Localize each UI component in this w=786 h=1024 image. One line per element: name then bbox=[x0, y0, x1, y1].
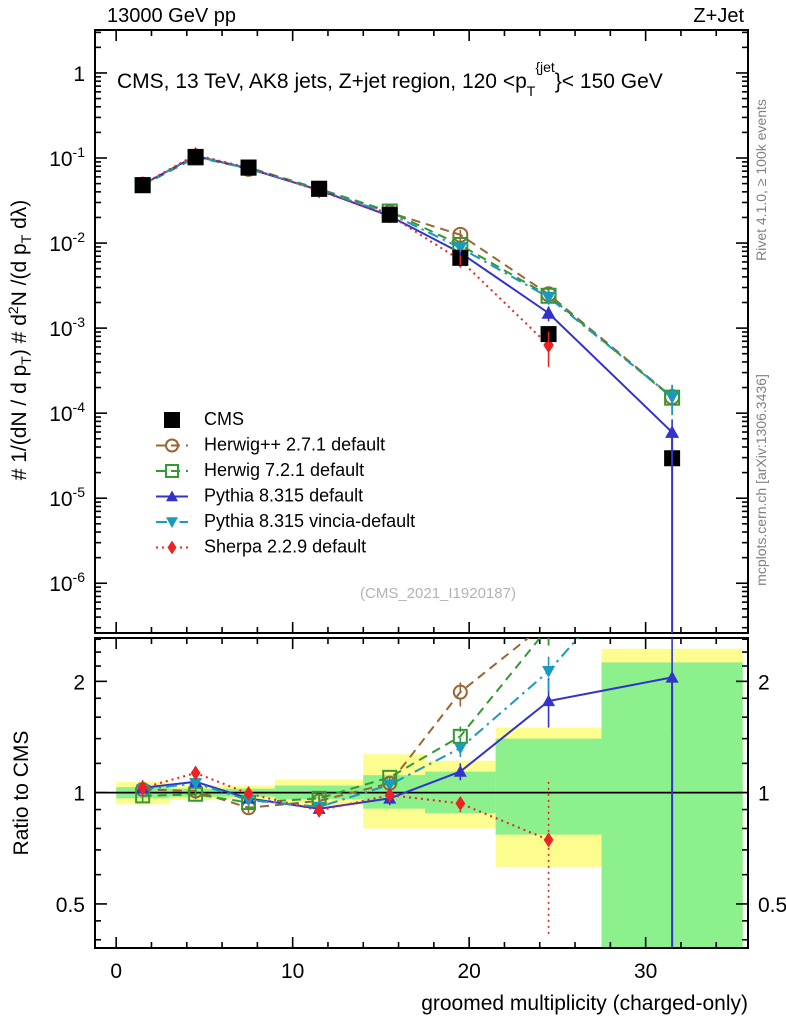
marker-triangle-down bbox=[166, 517, 178, 528]
marker-square-filled bbox=[381, 206, 398, 223]
marker-diamond bbox=[543, 832, 554, 848]
ratio-tick-label-right: 0.5 bbox=[758, 894, 786, 917]
x-tick-label: 30 bbox=[634, 960, 657, 983]
marker-square-filled bbox=[134, 177, 151, 194]
marker-square-filled bbox=[311, 180, 328, 197]
series-line bbox=[142, 156, 673, 399]
ratio-line bbox=[142, 638, 530, 809]
x-tick-label: 10 bbox=[281, 960, 304, 983]
uncertainty-bands bbox=[116, 648, 743, 948]
marker-triangle-up bbox=[166, 490, 178, 502]
side-label-bottom: mcplots.cern.ch [arXiv:1306.3436] bbox=[753, 374, 769, 586]
x-tick-label: 0 bbox=[110, 960, 122, 983]
marker-diamond bbox=[384, 787, 395, 803]
y-tick-label: 1 bbox=[73, 63, 85, 86]
marker-triangle-down bbox=[542, 666, 556, 678]
marker-square-filled bbox=[240, 159, 257, 176]
marker-diamond bbox=[137, 780, 148, 796]
marker-square-open bbox=[452, 728, 468, 744]
series-line bbox=[142, 153, 550, 346]
y-tick-label: 10-6 bbox=[49, 569, 85, 596]
marker-circle-open bbox=[452, 684, 468, 700]
plot-title: CMS, 13 TeV, AK8 jets, Z+jet region, 120… bbox=[117, 59, 663, 99]
series-line bbox=[142, 155, 673, 398]
x-axis-title: groomed multiplicity (charged-only) bbox=[421, 992, 748, 1015]
marker-circle-open bbox=[165, 438, 179, 453]
legend: CMS Herwig++ 2.7.1 default Herwig 7.2.1 de… bbox=[156, 409, 415, 557]
marker-triangle-up bbox=[453, 765, 467, 777]
band-green bbox=[495, 738, 602, 835]
marker-diamond bbox=[243, 785, 254, 801]
legend-label: Pythia 8.315 default bbox=[204, 486, 363, 506]
y-tick-label: 10-5 bbox=[49, 484, 85, 511]
y-tick-label: 10-2 bbox=[49, 229, 85, 256]
legend-label: Herwig 7.2.1 default bbox=[204, 460, 364, 480]
ratio-tick-label-left: 0.5 bbox=[56, 894, 85, 917]
ratio-tick-label-right: 1 bbox=[758, 783, 770, 806]
marker-diamond bbox=[314, 802, 325, 818]
x-tick-label: 20 bbox=[457, 960, 480, 983]
marker-diamond bbox=[190, 765, 201, 781]
ratio-data bbox=[135, 638, 679, 948]
legend-label: Herwig++ 2.7.1 default bbox=[204, 435, 385, 455]
y-tick-label: 10-1 bbox=[49, 144, 85, 171]
marker-square-open bbox=[165, 464, 179, 478]
marker-square-filled bbox=[164, 412, 180, 428]
marker-triangle-up bbox=[665, 670, 679, 683]
y-tick-label: 10-4 bbox=[49, 399, 85, 426]
y-tick-label: 10-3 bbox=[49, 314, 85, 341]
marker-triangle-down bbox=[383, 779, 397, 792]
legend-label: Pythia 8.315 vincia-default bbox=[204, 511, 415, 531]
watermark: (CMS_2021_I1920187) bbox=[360, 585, 516, 602]
marker-triangle-down bbox=[189, 778, 203, 790]
series-line bbox=[142, 155, 673, 398]
ratio-tick-label-left: 2 bbox=[73, 671, 85, 694]
ratio-tick-label-left: 1 bbox=[73, 783, 85, 806]
y-axis-title: # 1/(dN / d pT) # d2N /(d pT dλ) bbox=[5, 200, 34, 481]
side-label-top: Rivet 4.1.0, ≥ 100k events bbox=[753, 99, 769, 261]
legend-label: Sherpa 2.2.9 default bbox=[204, 537, 366, 557]
series-line bbox=[142, 154, 673, 434]
ratio-line bbox=[142, 638, 580, 808]
header-left: 13000 GeV pp bbox=[107, 5, 236, 27]
header-right: Z+Jet bbox=[693, 5, 744, 27]
marker-square-filled bbox=[187, 148, 204, 165]
marker-triangle-up bbox=[542, 694, 556, 707]
svg-text:# 1/(dN / d pT) # d2N /(d p: # 1/(dN / d pT) # d2N /(d pT dλ) bbox=[5, 200, 34, 481]
ratio-line bbox=[142, 638, 542, 804]
ratio-tick-label-right: 2 bbox=[758, 671, 770, 694]
main-axes bbox=[94, 29, 749, 634]
marker-diamond bbox=[167, 540, 177, 555]
marker-diamond bbox=[455, 795, 466, 811]
ratio-axis-title: Ratio to CMS bbox=[10, 731, 33, 856]
legend-label: CMS bbox=[204, 409, 244, 429]
main-data bbox=[134, 146, 681, 633]
marker-triangle-down bbox=[453, 742, 467, 755]
ratio-line bbox=[142, 676, 673, 810]
